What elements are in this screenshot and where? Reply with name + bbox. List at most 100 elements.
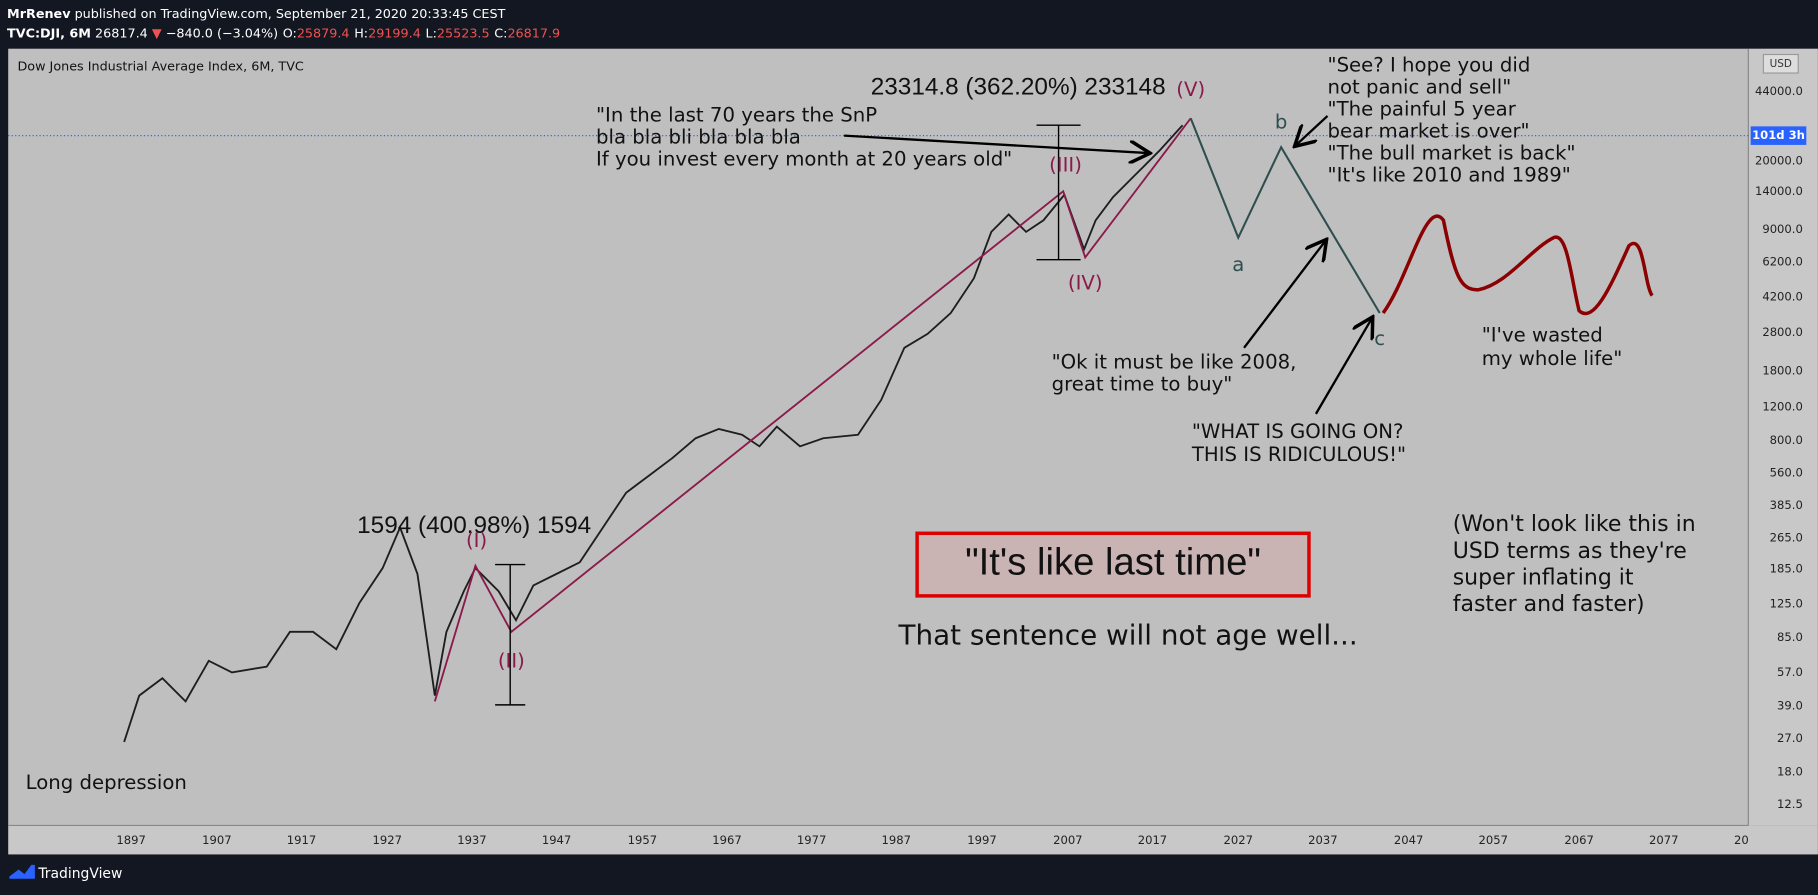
ohlc-label: H:: [354, 26, 368, 41]
annotation: "The bull market is back": [1328, 142, 1576, 165]
annotation: bla bla bli bla bla bla: [596, 125, 801, 148]
x-tick-label: 2067: [1564, 833, 1593, 847]
chart-title: Dow Jones Industrial Average Index, 6M, …: [17, 60, 303, 75]
header-line: MrRenev published on TradingView.com, Se…: [7, 6, 506, 21]
y-tick-label: 9000.0: [1762, 222, 1803, 236]
y-tick-label: 265.0: [1770, 530, 1803, 544]
last-price: 26817.4: [95, 26, 148, 41]
x-tick-label: 20: [1734, 833, 1749, 847]
y-tick-label: 44000.0: [1755, 84, 1803, 98]
arrows: [844, 115, 1371, 415]
wave-label: (II): [498, 649, 525, 672]
annotation: bear market is over": [1328, 120, 1530, 143]
future-curve: [1381, 214, 1654, 315]
x-tick-label: 1927: [373, 833, 402, 847]
wave-label: b: [1275, 110, 1288, 133]
elliott-wave: [433, 117, 1192, 702]
currency: USD: [1770, 58, 1792, 70]
annotation: (Won't look like this in: [1453, 512, 1696, 537]
price-axis: [1748, 48, 1818, 826]
y-tick-label: 1800.0: [1762, 363, 1803, 377]
x-tick-label: 2017: [1138, 833, 1167, 847]
annotation: "WHAT IS GOING ON?: [1192, 420, 1404, 443]
x-tick-label: 1907: [202, 833, 231, 847]
ohlc-label: O:: [283, 26, 297, 41]
ohlc: O:25879.4 H:29199.4 L:25523.5 C:26817.9: [283, 26, 560, 41]
annotation: "The painful 5 year: [1328, 98, 1517, 121]
chart-area: [8, 48, 1749, 826]
abc-projection: [1189, 117, 1381, 314]
ohlc-label: C:: [494, 26, 507, 41]
x-tick-label: 1987: [882, 833, 911, 847]
ohlc-value: 25879.4: [297, 26, 350, 41]
wave-label: (III): [1049, 153, 1082, 176]
x-tick-label: 1967: [712, 833, 741, 847]
y-tick-label: 27.0: [1777, 731, 1803, 745]
annotation: "It's like 2010 and 1989": [1328, 164, 1571, 187]
x-tick-label: 1947: [542, 833, 571, 847]
countdown-box: [1750, 126, 1807, 145]
annotation: my whole life": [1482, 347, 1623, 370]
change: −840.0 (−3.04%): [166, 26, 278, 41]
y-tick-label: 4200.0: [1762, 289, 1803, 303]
ohlc-value: 29199.4: [368, 26, 421, 41]
y-tick-label: 6200.0: [1762, 255, 1803, 269]
x-tick-label: 2057: [1479, 833, 1508, 847]
x-tick-label: 1897: [116, 833, 145, 847]
y-tick-label: 57.0: [1777, 665, 1803, 679]
wave-label: (IV): [1068, 272, 1103, 295]
y-tick-label: 185.0: [1770, 562, 1803, 576]
y-tick-label: 125.0: [1770, 597, 1803, 611]
wave-label: a: [1232, 253, 1244, 276]
ohlc-value: 26817.9: [507, 26, 560, 41]
author: MrRenev: [7, 6, 71, 21]
y-tick-label: 20000.0: [1755, 154, 1803, 168]
ohlc-label: L:: [425, 26, 436, 41]
x-tick-label: 2007: [1053, 833, 1082, 847]
x-tick-label: 2077: [1649, 833, 1678, 847]
x-tick-label: 1977: [797, 833, 826, 847]
brand: TradingView: [37, 866, 122, 882]
y-tick-label: 39.0: [1777, 699, 1803, 713]
y-tick-label: 18.0: [1777, 765, 1803, 779]
x-tick-label: 1997: [967, 833, 996, 847]
annotation: "In the last 70 years the SnP: [596, 103, 877, 126]
annotation: great time to buy": [1052, 372, 1233, 395]
wave-label: (V): [1176, 78, 1205, 101]
annotation: USD terms as they're: [1453, 539, 1687, 564]
y-tick-label: 800.0: [1770, 433, 1803, 447]
symbol-line: TVC:DJI, 6M 26817.4 ▼ −840.0 (−3.04%) O:2…: [7, 26, 560, 41]
symbol: TVC:DJI, 6M: [7, 26, 91, 41]
highlight-box: [915, 531, 1311, 598]
y-tick-label: 14000.0: [1755, 184, 1803, 198]
y-tick-label: 385.0: [1770, 498, 1803, 512]
x-tick-label: 1957: [628, 833, 657, 847]
annotation: "I've wasted: [1482, 324, 1603, 347]
annotation: If you invest every month at 20 years ol…: [596, 147, 1012, 170]
down-arrow: ▼: [152, 26, 162, 41]
currency-box: [1762, 53, 1799, 74]
ohlc-value: 25523.5: [437, 26, 490, 41]
annotation: faster and faster): [1453, 592, 1645, 617]
annotation: 23314.8 (362.20%) 233148: [871, 74, 1166, 101]
x-tick-label: 2027: [1224, 833, 1253, 847]
annotation: not panic and sell": [1328, 76, 1512, 99]
time-axis: [8, 825, 1818, 855]
annotation: 1594 (400.98%) 1594: [357, 512, 591, 539]
y-tick-label: 12.5: [1777, 797, 1803, 811]
logo: [9, 864, 35, 879]
y-tick-label: 2800.0: [1762, 325, 1803, 339]
y-tick-label: 560.0: [1770, 466, 1803, 480]
annotation: "See? I hope you did: [1328, 54, 1531, 77]
wave-label: c: [1374, 327, 1385, 350]
x-tick-label: 1917: [287, 833, 316, 847]
y-tick-label: 1200.0: [1762, 399, 1803, 413]
published: published on TradingView.com, September …: [75, 6, 506, 21]
annotation: Long depression: [26, 771, 187, 794]
x-tick-label: 1937: [457, 833, 486, 847]
annotation: super inflating it: [1453, 566, 1634, 591]
annotation: "Ok it must be like 2008,: [1052, 350, 1297, 373]
annotation: That sentence will not age well...: [898, 618, 1358, 651]
y-tick-label: 85.0: [1777, 630, 1803, 644]
